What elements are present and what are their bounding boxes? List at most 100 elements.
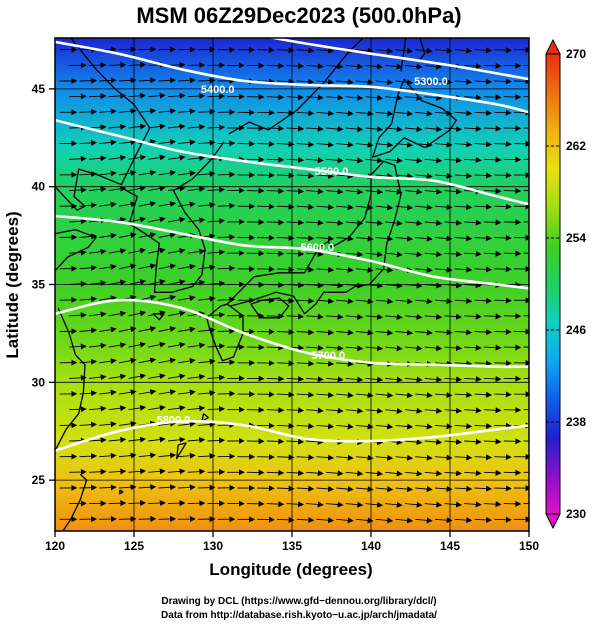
wind-arrow xyxy=(296,235,315,242)
wind-arrow xyxy=(108,92,127,99)
wind-arrow xyxy=(395,204,414,211)
contour-label: 5400.0 xyxy=(201,84,235,96)
wind-arrow xyxy=(424,126,443,133)
wind-arrow xyxy=(404,94,423,101)
wind-arrow xyxy=(138,232,157,239)
wind-arrow xyxy=(325,376,344,383)
wind-arrow xyxy=(88,437,107,444)
wind-arrow xyxy=(424,439,443,446)
wind-arrow xyxy=(108,373,127,380)
wind-arrow xyxy=(483,501,502,508)
wind-arrow xyxy=(276,141,295,148)
wind-arrow xyxy=(158,232,177,239)
wind-arrow xyxy=(474,516,493,523)
wind-arrow xyxy=(207,437,226,444)
wind-arrow xyxy=(187,342,206,349)
wind-arrow xyxy=(296,297,315,304)
wind-arrow xyxy=(375,298,394,305)
wind-arrow xyxy=(464,376,482,383)
wind-arrow xyxy=(336,298,354,305)
wind-arrow xyxy=(454,360,473,367)
wind-arrow xyxy=(296,141,315,148)
wind-arrow xyxy=(454,78,473,85)
wind-arrow xyxy=(118,201,137,208)
wind-arrow xyxy=(108,500,127,507)
wind-arrow xyxy=(286,188,305,195)
wind-arrow xyxy=(385,94,403,101)
wind-arrow xyxy=(325,470,344,477)
wind-arrow xyxy=(266,219,285,226)
coastline xyxy=(417,38,426,62)
wind-arrow xyxy=(404,313,423,320)
contour-label: 5300.0 xyxy=(414,76,448,88)
wind-arrow xyxy=(336,454,354,461)
wind-arrow xyxy=(325,94,344,101)
wind-arrow xyxy=(306,282,324,289)
wind-arrow xyxy=(316,298,335,305)
wind-arrow xyxy=(266,501,285,508)
wind-arrow xyxy=(276,454,295,461)
wind-arrow xyxy=(494,266,512,273)
wind-arrow xyxy=(336,266,354,273)
wind-arrow xyxy=(167,185,186,192)
contour-5400 xyxy=(55,40,529,114)
wind-arrow xyxy=(207,93,226,100)
wind-arrow xyxy=(415,454,433,461)
wind-arrow xyxy=(118,139,137,146)
wind-arrow xyxy=(148,185,166,192)
wind-arrow xyxy=(306,313,324,320)
wind-arrow xyxy=(257,78,275,85)
wind-arrow xyxy=(316,329,335,336)
wind-arrow xyxy=(454,391,473,398)
wind-arrow xyxy=(474,235,493,242)
wind-arrow xyxy=(69,406,87,413)
wind-arrow xyxy=(415,173,433,180)
wind-arrow xyxy=(158,263,177,270)
colorbar-scale xyxy=(545,53,561,515)
wind-arrow xyxy=(257,47,275,54)
wind-arrow xyxy=(355,517,374,524)
contour-5700 xyxy=(55,298,529,369)
wind-arrow xyxy=(128,123,147,130)
wind-arrow xyxy=(138,169,157,176)
wind-arrow xyxy=(197,390,216,397)
wind-arrow xyxy=(385,157,403,164)
contour-label: 5600.0 xyxy=(300,242,334,254)
wind-arrow xyxy=(187,437,206,444)
wind-arrow xyxy=(158,326,177,333)
wind-arrow xyxy=(345,63,364,70)
wind-arrow xyxy=(415,517,433,524)
x-tick-label: 150 xyxy=(519,539,539,553)
wind-arrow xyxy=(296,360,315,367)
wind-arrow xyxy=(178,139,196,146)
wind-arrow xyxy=(375,486,394,493)
wind-arrow xyxy=(88,62,107,69)
wind-arrow xyxy=(483,438,502,445)
wind-arrow xyxy=(325,219,344,226)
wind-arrow xyxy=(345,220,364,227)
wind-arrow xyxy=(415,47,433,54)
wind-arrow xyxy=(88,374,107,381)
y-tick-label: 25 xyxy=(32,473,46,487)
wind-arrow xyxy=(483,188,502,195)
wind-arrow xyxy=(167,405,186,412)
plot-area: 5300.0 5400.0 5500.0 5600.0 5700.0 5800.0 xyxy=(55,38,529,531)
contour-5500 xyxy=(55,118,529,206)
wind-arrow xyxy=(375,423,394,430)
wind-arrow xyxy=(148,154,166,161)
wind-arrow xyxy=(158,108,177,115)
wind-arrow xyxy=(167,248,186,254)
wind-arrow xyxy=(415,204,433,211)
wind-arrow xyxy=(266,344,285,351)
wind-arrow xyxy=(483,62,502,69)
wind-arrow xyxy=(266,156,285,163)
wind-arrow xyxy=(316,78,335,85)
wind-arrow xyxy=(385,501,403,508)
wind-arrow xyxy=(118,484,137,491)
wind-arrow xyxy=(336,141,354,148)
wind-arrow xyxy=(296,47,315,54)
wind-arrow xyxy=(434,485,453,492)
x-tick-label: 125 xyxy=(124,539,144,553)
wind-arrow xyxy=(385,188,403,195)
wind-arrow xyxy=(464,438,482,445)
